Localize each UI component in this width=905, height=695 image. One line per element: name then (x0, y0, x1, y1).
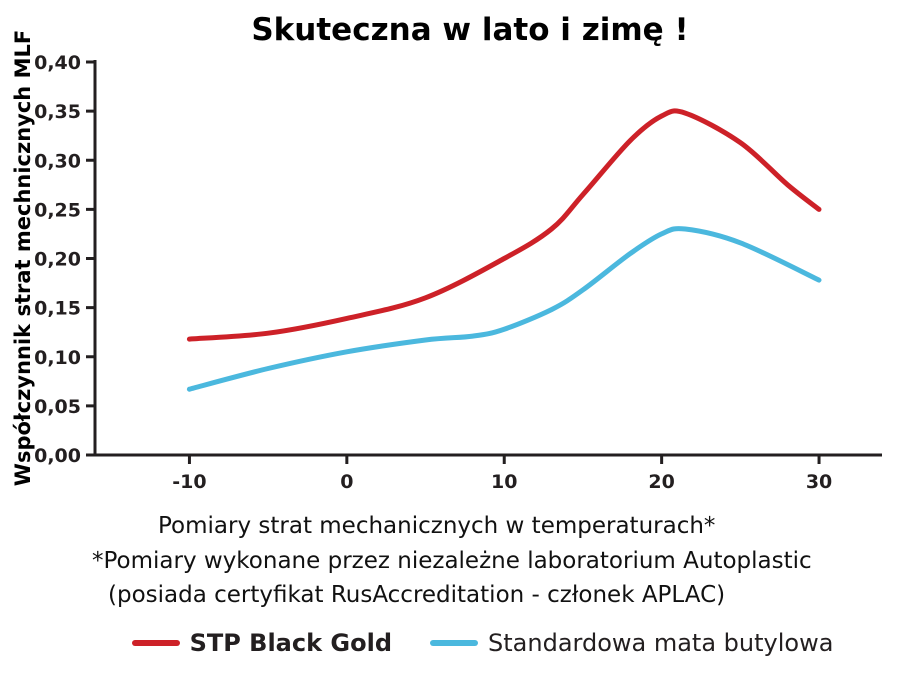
y-tick-label: 0,00 (34, 445, 81, 467)
x-tick-label: -10 (172, 471, 206, 493)
chart-title: Skuteczna w lato i zimę ! (251, 12, 688, 48)
y-tick-label: 0,20 (34, 249, 81, 271)
legend: STP Black Gold Standardowa mata butylowa (60, 629, 905, 657)
y-tick-label: 0,35 (34, 101, 81, 123)
legend-label-stp: STP Black Gold (189, 628, 393, 657)
legend-label-standard: Standardowa mata butylowa (488, 628, 834, 657)
y-tick-label: 0,15 (34, 298, 81, 320)
x-tick-label: 0 (340, 471, 353, 493)
x-tick-label: 10 (491, 471, 517, 493)
footnote-line1: *Pomiary wykonane przez niezależne labor… (92, 547, 812, 574)
y-tick-label: 0,05 (34, 396, 81, 418)
series-line (186, 108, 822, 342)
legend-item-standard: Standardowa mata butylowa (430, 629, 833, 657)
y-axis-label: Współczynnik strat mechnicznych MLF (11, 30, 35, 486)
y-tick-label: 0,10 (34, 347, 81, 369)
plot-area: 0,00 0,05 0,10 0,15 0,20 0,25 0,30 0,35 0,40 -10 0… (34, 52, 882, 493)
y-tick-label: 0,30 (34, 150, 81, 172)
x-tick-label: 30 (806, 471, 832, 493)
legend-item-stp: STP Black Gold (131, 628, 393, 657)
x-tick-label: 20 (648, 471, 674, 493)
footnote-line2: (posiada certyfikat RusAccreditation - c… (108, 582, 726, 608)
y-tick-label: 0,40 (34, 52, 81, 74)
legend-line-stp-icon (131, 639, 180, 646)
chart-captions: Pomiary strat mechanicznych w temperatur… (0, 509, 905, 613)
line-chart: Skuteczna w lato i zimę ! Współczynnik s… (11, 12, 882, 493)
series-line (186, 226, 822, 392)
x-axis-caption: Pomiary strat mechanicznych w temperatur… (158, 513, 716, 539)
y-tick-label: 0,25 (34, 199, 81, 221)
legend-line-standard-icon (430, 639, 479, 646)
